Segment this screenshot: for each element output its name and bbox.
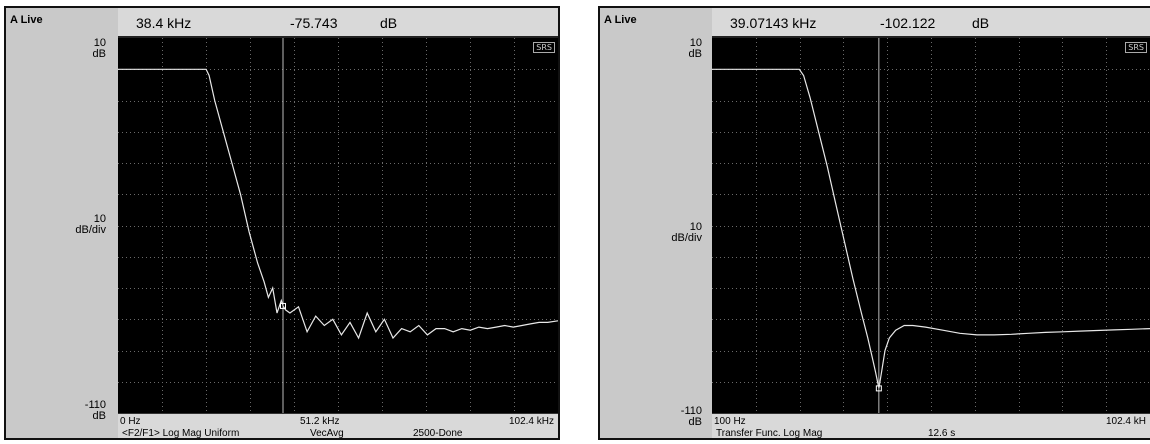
x-end-label: 102.4 kH [1105,416,1146,427]
chart-svg [712,38,1150,413]
y-scale-unit: dB/div [671,232,702,244]
live-label: A Live [10,14,43,26]
marker-readout: 38.4 kHz -75.743 dB [118,8,558,38]
spectrum-panel-left: A Live 38.4 kHz -75.743 dB 10 dB 10 dB/d… [4,6,560,440]
x-mid-label: 51.2 kHz [300,416,340,427]
time-label: 12.6 s [928,428,956,439]
srs-badge: SRS [1125,42,1147,53]
y-top-value: 10 [93,37,106,49]
measurement-label: Transfer Func. Log Mag [716,428,823,439]
marker-point [280,302,286,309]
measurement-label: <F2/F1> Log Mag Uniform [122,428,240,439]
y-scale-unit: dB/div [75,224,106,236]
series-line [118,68,558,340]
averaging-label: VecAvg [310,428,344,439]
readout-unit: dB [380,15,398,31]
y-axis-scale-label: 10 dB/div [671,222,702,244]
grid [118,38,558,413]
y-axis-bottom-label: -110 dB [85,400,106,422]
readout-value: -75.743 [290,15,338,31]
readout-value: -102.122 [880,15,936,31]
x-start-label: 0 Hz [120,416,141,427]
y-top-unit: dB [92,48,106,60]
readout-unit: dB [972,15,990,31]
grid [712,38,1150,413]
readout-frequency: 38.4 kHz [136,15,192,31]
y-bottom-value: -110 [84,399,106,411]
y-bottom-unit: dB [688,416,702,428]
y-scale-value: 10 [93,213,106,225]
y-axis-top-label: 10 dB [93,38,106,60]
chart-svg [118,38,558,413]
readout-frequency: 39.07143 kHz [730,15,817,31]
marker-point [875,385,882,392]
series-line [712,68,1150,389]
plot-area[interactable]: SRS [712,38,1150,413]
plot-footer: 0 Hz 51.2 kHz 102.4 kHz <F2/F1> Log Mag … [118,413,558,439]
x-end-label: 102.4 kHz [508,416,554,427]
y-axis-top-label: 10 dB [689,38,702,60]
srs-badge: SRS [533,42,555,53]
y-top-unit: dB [688,48,702,60]
marker-readout: 39.07143 kHz -102.122 dB [712,8,1150,38]
y-bottom-unit: dB [92,410,106,422]
y-axis-bottom-label: -110 dB [681,406,702,428]
plot-area[interactable]: SRS [118,38,558,413]
live-label: A Live [604,14,637,26]
status-label: 2500-Done [413,428,463,439]
x-start-label: 100 Hz [714,416,746,427]
plot-footer: 100 Hz 102.4 kH Transfer Func. Log Mag 1… [712,413,1150,439]
y-bottom-value: -110 [680,405,702,417]
y-top-value: 10 [689,37,702,49]
y-scale-value: 10 [689,221,702,233]
spectrum-panel-right: A Live 39.07143 kHz -102.122 dB 10 dB 10… [598,6,1150,440]
y-axis-scale-label: 10 dB/div [75,214,106,236]
